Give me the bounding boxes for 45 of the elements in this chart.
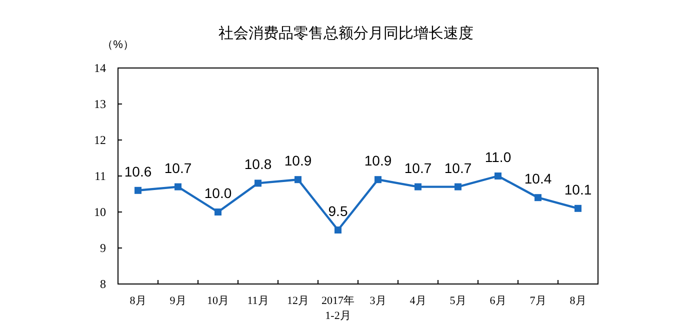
x-tick-label: 3月 xyxy=(370,295,386,307)
data-label: 10.9 xyxy=(284,152,312,169)
data-label: 10.4 xyxy=(524,170,552,187)
x-tick-label: 2017年 1-2月 xyxy=(322,295,354,322)
point xyxy=(214,208,222,216)
data-label: 10.0 xyxy=(204,185,232,201)
data-label: 10.7 xyxy=(164,160,192,176)
x-tick-label: 9月 xyxy=(170,295,186,307)
y-tick-label: 8 xyxy=(100,277,106,291)
x-tick-label: 5月 xyxy=(450,295,466,307)
data-label: 10.1 xyxy=(564,181,592,198)
chart-title: 社会消费品零售总额分月同比增长速度 xyxy=(218,25,474,42)
y-tick-label: 13 xyxy=(94,97,106,111)
point xyxy=(574,204,582,212)
y-axis-title: （%） xyxy=(102,39,134,51)
data-label: 10.6 xyxy=(124,163,152,180)
data-label: 9.5 xyxy=(328,203,348,219)
x-tick-label: 4月 xyxy=(410,295,426,307)
y-tick-label: 10 xyxy=(94,205,106,219)
y-tick-label: 9 xyxy=(100,241,106,255)
x-tick-label: 10月 xyxy=(207,295,229,307)
y-tick-label: 11 xyxy=(94,169,106,183)
data-label: 10.8 xyxy=(244,156,272,172)
point xyxy=(334,226,342,234)
data-label: 10.7 xyxy=(444,160,472,176)
x-tick-label: 6月 xyxy=(490,295,506,307)
point xyxy=(174,183,182,190)
point xyxy=(534,194,542,202)
x-tick-label: 8月 xyxy=(570,295,586,307)
data-label: 10.7 xyxy=(404,160,432,176)
point xyxy=(134,186,142,194)
y-tick-label: 12 xyxy=(94,133,106,147)
point xyxy=(294,176,302,184)
point xyxy=(494,172,502,180)
point xyxy=(454,183,462,190)
point xyxy=(374,176,382,184)
x-tick-label: 11月 xyxy=(247,295,269,307)
data-label: 11.0 xyxy=(484,149,512,165)
x-tick-label: 12月 xyxy=(287,295,309,307)
y-tick-label: 14 xyxy=(94,61,106,75)
point xyxy=(254,180,262,187)
x-tick-label: 8月 xyxy=(130,295,146,307)
point xyxy=(414,183,422,190)
data-label: 10.9 xyxy=(364,152,392,169)
x-tick-label: 7月 xyxy=(530,295,546,307)
